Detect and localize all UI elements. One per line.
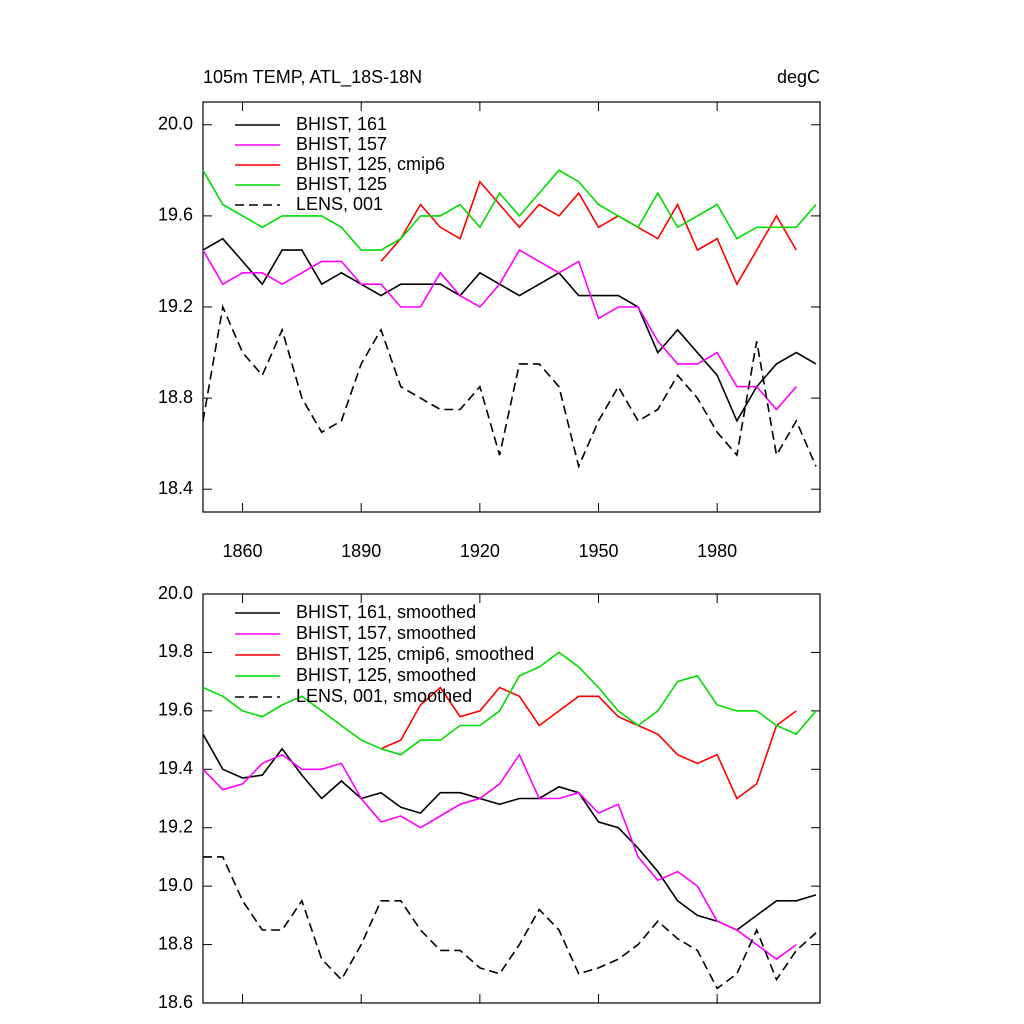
series-line: [202, 733, 817, 931]
y-tick-label: 20.0: [158, 114, 193, 134]
series-line: [202, 237, 817, 423]
legend-label: BHIST, 125, smoothed: [296, 665, 476, 685]
legend-label: LENS, 001, smoothed: [296, 686, 472, 706]
series-line: [202, 304, 817, 469]
y-tick-label: 19.2: [158, 296, 193, 316]
chart-units: degC: [777, 67, 820, 87]
series-line: [202, 249, 797, 411]
y-tick-label: 18.8: [158, 933, 193, 953]
legend-label: BHIST, 125, cmip6, smoothed: [296, 644, 534, 664]
y-tick-label: 19.6: [158, 700, 193, 720]
x-tick-label: 1980: [697, 541, 737, 561]
plot-frame: [202, 593, 821, 1004]
y-tick-label: 18.8: [158, 387, 193, 407]
y-tick-label: 19.2: [158, 816, 193, 836]
series-line: [380, 686, 797, 800]
legend-label: LENS, 001: [296, 194, 383, 214]
legend-label: BHIST, 125: [296, 174, 387, 194]
x-tick-label: 1920: [460, 541, 500, 561]
x-tick-label: 1950: [578, 541, 618, 561]
x-tick-label: 1860: [223, 541, 263, 561]
series-line: [380, 180, 797, 286]
legend-label: BHIST, 157: [296, 134, 387, 154]
series-line: [202, 651, 817, 756]
y-tick-label: 18.6: [158, 992, 193, 1012]
legend-label: BHIST, 161, smoothed: [296, 602, 476, 622]
chart-title: 105m TEMP, ATL_18S-18N: [203, 67, 422, 88]
series-line: [203, 856, 817, 990]
legend-label: BHIST, 161: [296, 114, 387, 134]
series-line: [202, 169, 817, 251]
series-line: [202, 753, 797, 961]
y-tick-label: 19.4: [158, 758, 193, 778]
y-tick-label: 19.6: [158, 205, 193, 225]
x-tick-label: 1890: [341, 541, 381, 561]
y-tick-label: 19.8: [158, 641, 193, 661]
legend-label: BHIST, 157, smoothed: [296, 623, 476, 643]
y-tick-label: 18.4: [158, 478, 193, 498]
y-tick-label: 20.0: [158, 583, 193, 603]
legend-label: BHIST, 125, cmip6: [296, 154, 445, 174]
y-tick-label: 19.0: [158, 875, 193, 895]
